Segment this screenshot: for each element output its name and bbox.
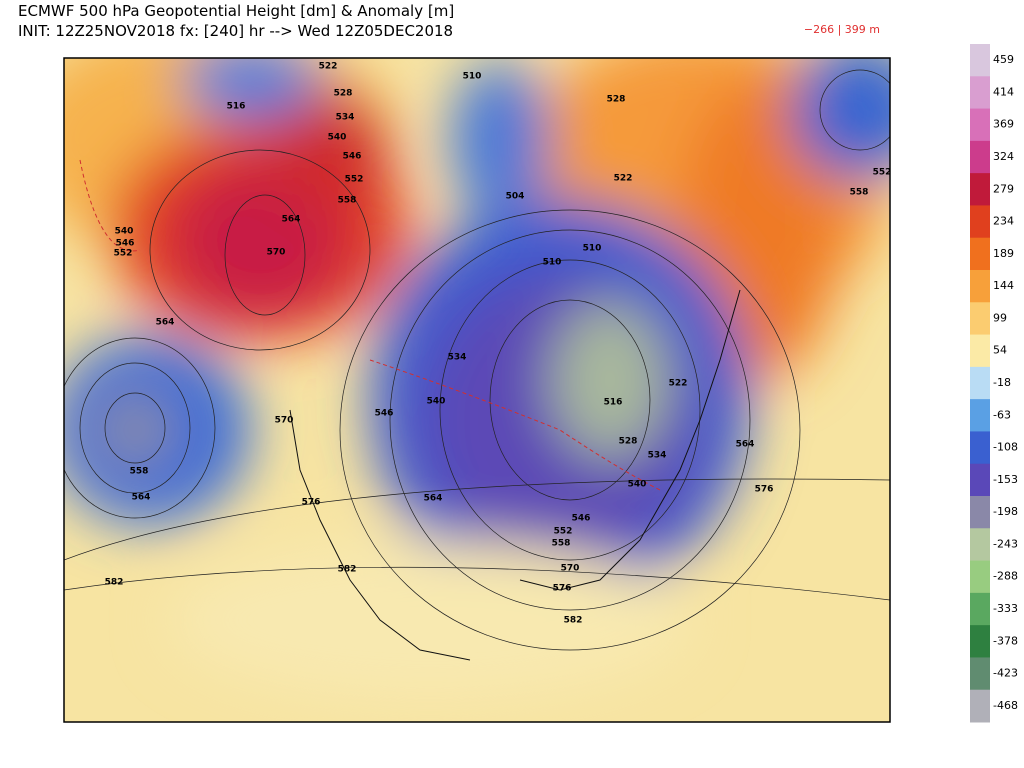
contour-label: 528 [334,89,353,99]
contour-label: 510 [543,258,562,268]
contour-label: 570 [561,564,580,574]
colorbar-swatch [970,496,990,529]
contour-label: 522 [319,62,338,72]
contour-label: 582 [105,578,124,588]
colorbar-swatch [970,44,990,77]
contour-label: 558 [130,467,149,477]
colorbar-label: -153 [993,473,1018,486]
colorbar-label: 369 [993,118,1014,131]
contour-label: 504 [506,192,525,202]
contour-label: 546 [343,152,362,162]
colorbar-label: 54 [993,344,1007,357]
colorbar-label: -18 [993,376,1011,389]
colorbar-swatch [970,689,990,723]
colorbar-label: -423 [993,667,1018,680]
colorbar-label: -333 [993,602,1018,615]
colorbar-swatch [970,560,990,594]
colorbar-swatch [970,76,990,110]
contour-label: 570 [275,416,294,426]
colorbar-label: 414 [993,85,1014,98]
colorbar-swatch [970,625,990,658]
colorbar-swatch [970,463,990,497]
colorbar-swatch [970,302,990,336]
contour-label: 558 [552,539,571,549]
contour-label: 546 [375,409,394,419]
contour-label: 582 [564,616,583,626]
contour-label: 564 [156,318,175,328]
contour-label: 540 [427,397,446,407]
contour-label: 528 [619,437,638,447]
contour-label: 540 [328,133,347,143]
contour-label: 546 [116,239,135,249]
colorbar-swatch [970,528,990,562]
colorbar-label: -378 [993,634,1018,647]
colorbar-label: 99 [993,311,1007,324]
subtitle: INIT: 12Z25NOV2018 fx: [240] hr --> Wed … [18,22,453,40]
colorbar-swatch [970,237,990,271]
map-frame [63,57,891,723]
contour-label: 576 [755,485,774,495]
contour-label: 552 [114,249,133,259]
colorbar-swatch [970,657,990,691]
contour-label: 528 [607,95,626,105]
title: ECMWF 500 hPa Geopotential Height [dm] &… [18,2,454,20]
colorbar-label: -468 [993,699,1018,712]
colorbar-swatch [970,140,990,174]
colorbar-label: -63 [993,408,1011,421]
colorbar-label: -243 [993,537,1018,550]
colorbar-label: 144 [993,279,1014,292]
colorbar-swatch [970,334,990,368]
contour-label: 540 [115,227,134,237]
colorbar-label: 234 [993,215,1014,228]
map: 5225165285345405465525585645705405465525… [64,58,892,722]
anomaly-range: −266 | 399 m [804,23,880,36]
colorbar-label: 189 [993,247,1014,260]
contour-label: 510 [583,244,602,254]
contour-label: 546 [572,514,591,524]
contour-label: 522 [614,174,633,184]
contour-label: 558 [850,188,869,198]
contour-label: 564 [424,494,443,504]
contour-label: 576 [302,498,321,508]
contour-label: 534 [648,451,667,461]
contour-label: 516 [604,398,623,408]
contour-label: 552 [554,527,573,537]
contour-label: 534 [448,353,467,363]
contour-label: 564 [736,440,755,450]
contour-label: 582 [338,565,357,575]
contour-label: 552 [345,175,364,185]
colorbar-label: -198 [993,505,1018,518]
colorbar-swatch [970,431,990,465]
contour-label: 510 [463,72,482,82]
contour-label: 516 [227,102,246,112]
colorbar-swatch [970,173,990,206]
colorbar-label: 324 [993,150,1014,163]
colorbar-label: -108 [993,441,1018,454]
contour-label: 552 [873,168,892,178]
contour-label: 540 [628,480,647,490]
colorbar-label: -288 [993,570,1018,583]
colorbar-swatch [970,399,990,432]
colorbar-swatch [970,592,990,626]
contour-label: 522 [669,379,688,389]
contour-label: 558 [338,196,357,206]
colorbar: 459 414 369 324 279 234 189 144 99 54 -18 -63 -108 -1… [970,44,1018,723]
colorbar-swatch [970,270,990,303]
contour-label: 564 [132,493,151,503]
colorbar-swatch [970,205,990,239]
colorbar-label: 279 [993,182,1014,195]
contour-label: 570 [267,248,286,258]
colorbar-swatch [970,366,990,400]
colorbar-swatch [970,108,990,142]
contour-label: 576 [553,584,572,594]
colorbar-label: 459 [993,53,1014,66]
contour-label: 564 [282,215,301,225]
contour-label: 534 [336,113,355,123]
